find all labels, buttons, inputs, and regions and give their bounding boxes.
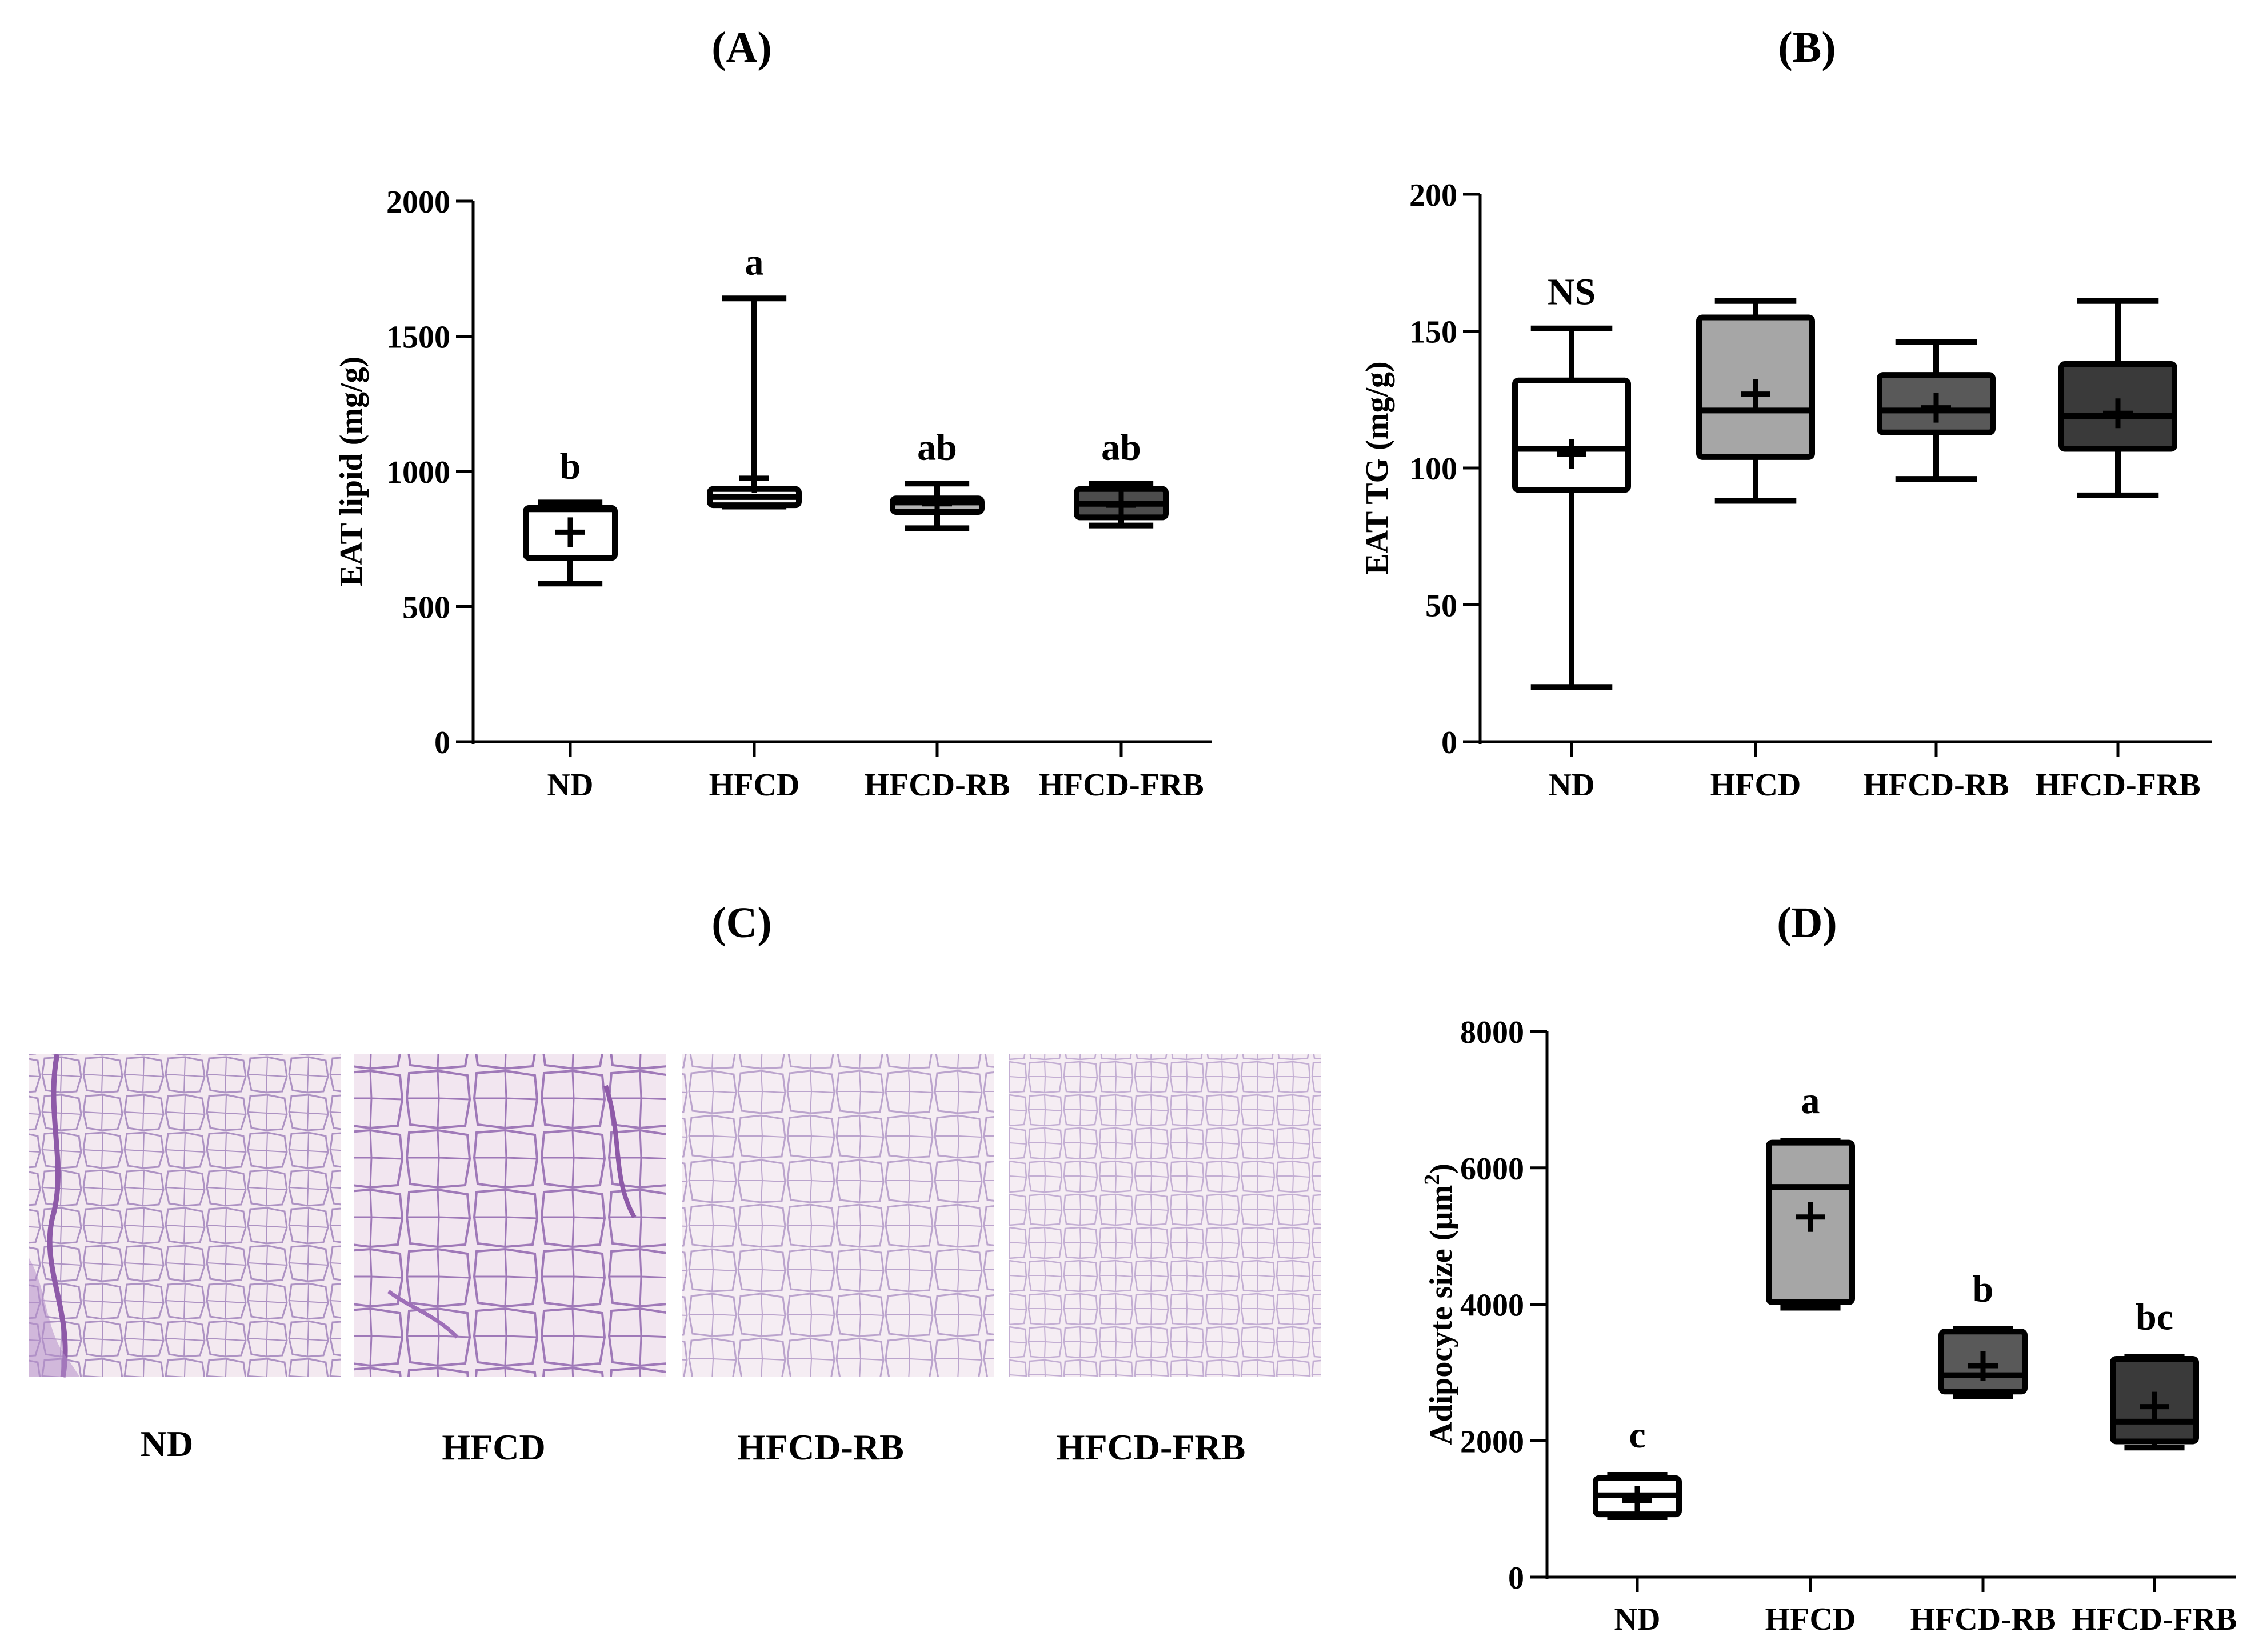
chart-d-x-tick-label: HFCD-FRB [2072,1602,2237,1637]
panel-title-d: (D) [1777,899,1837,947]
chart-a-annotation: a [745,241,764,283]
chart-b-y-tick-label: 150 [1409,315,1457,350]
chart-b-x-tick-label: HFCD-FRB [2035,767,2200,803]
chart-d-box-hfcd-rb [1938,1326,2028,1399]
panel-title-a: (A) [711,23,772,71]
chart-b-box-hfcd [1696,298,1815,504]
chart-a-box-hfcd [707,295,802,510]
chart-b-box-hfcd-rb [1877,339,1996,482]
chart-a-x-tick-label: HFCD-FRB [1038,767,1204,803]
panel-title-b: (B) [1778,23,1836,71]
chart-a-box-hfcd-rb [890,481,985,531]
chart-d-annotation: c [1629,1414,1645,1456]
panel-title-c: (C) [711,899,772,947]
chart-b-box-nd [1512,325,1631,690]
chart-d-x-tick-label: HFCD [1765,1602,1856,1637]
chart-a-annotation: b [560,445,581,487]
chart-b-annotation: NS [1548,271,1596,313]
chart-b-x-tick-label: HFCD [1710,767,1801,803]
histology-image-nd [29,1054,341,1378]
chart-d-box-hfcd-frb [2110,1354,2199,1451]
chart-d-x-tick-label: ND [1614,1602,1661,1637]
chart-b-box-hfcd-frb [2058,298,2177,498]
histology-panel: ND HFCD HFCD-RB HFCD-FRB [29,1054,1321,1467]
chart-d-annotation: a [1801,1080,1820,1122]
box-iqr [1512,377,1631,493]
chart-a-eat-lipid: 0 500 1000 1500 2000 EAT lipid (mg/g) ND b HFCD a… [334,185,1212,803]
histology-label-hfcd: HFCD [442,1427,545,1467]
chart-a-y-tick-label: 1500 [386,320,450,355]
chart-b-eat-tg: 0 50 100 150 200 EAT TG (mg/g) ND NS HFCD HFCD-RB… [1360,178,2212,803]
chart-a-y-tick-label: 500 [402,590,450,626]
chart-a-annotation: ab [1101,426,1141,468]
chart-d-annotation: bc [2136,1296,2173,1338]
histology-image-hfcd-frb [1009,1054,1321,1377]
chart-b-y-tick-label: 0 [1441,725,1457,761]
chart-a-y-axis-label: EAT lipid (mg/g) [334,357,369,586]
chart-d-adipocyte-size: 0 2000 4000 6000 8000 Adipocyte size (µm2) ND c… [1420,1015,2237,1637]
chart-b-y-tick-label: 50 [1425,589,1457,624]
chart-d-y-tick-label: 6000 [1460,1151,1524,1187]
histology-image-hfcd [354,1054,666,1377]
chart-d-box-nd [1593,1471,1682,1520]
chart-b-y-tick-label: 100 [1409,451,1457,487]
chart-a-box-hfcd-frb [1074,481,1169,529]
chart-d-y-tick-label: 8000 [1460,1015,1524,1050]
chart-a-y-tick-label: 2000 [386,185,450,220]
histology-label-nd: ND [141,1423,193,1464]
chart-b-x-tick-label: ND [1549,767,1595,803]
chart-d-box-hfcd [1766,1138,1855,1311]
chart-d-y-axis-label-end: ) [1424,1163,1459,1174]
chart-a-x-tick-label: HFCD [709,767,800,803]
chart-a-y-tick-label: 1000 [386,455,450,490]
histology-label-hfcd-frb: HFCD-FRB [1057,1427,1246,1467]
chart-a-x-tick-label: HFCD-RB [864,767,1010,803]
chart-b-x-tick-label: HFCD-RB [1863,767,2009,803]
chart-a-box-nd [523,499,618,587]
chart-b-y-tick-label: 200 [1409,178,1457,213]
chart-d-y-tick-label: 4000 [1460,1288,1524,1323]
chart-d-x-tick-label: HFCD-RB [1910,1602,2056,1637]
chart-d-annotation: b [1973,1268,1994,1310]
histology-label-hfcd-rb: HFCD-RB [737,1427,904,1467]
chart-d-y-tick-label: 0 [1508,1561,1524,1596]
chart-d-y-axis-label-sup: 2 [1420,1174,1444,1185]
chart-d-y-tick-label: 2000 [1460,1424,1524,1459]
chart-d-y-axis-label: Adipocyte size (µm2) [1420,1163,1459,1445]
chart-b-y-axis-label: EAT TG (mg/g) [1360,361,1395,574]
histology-image-hfcd-rb [682,1054,994,1377]
chart-a-x-tick-label: ND [547,767,594,803]
chart-a-annotation: ab [917,426,957,468]
chart-a-y-tick-label: 0 [434,725,450,761]
